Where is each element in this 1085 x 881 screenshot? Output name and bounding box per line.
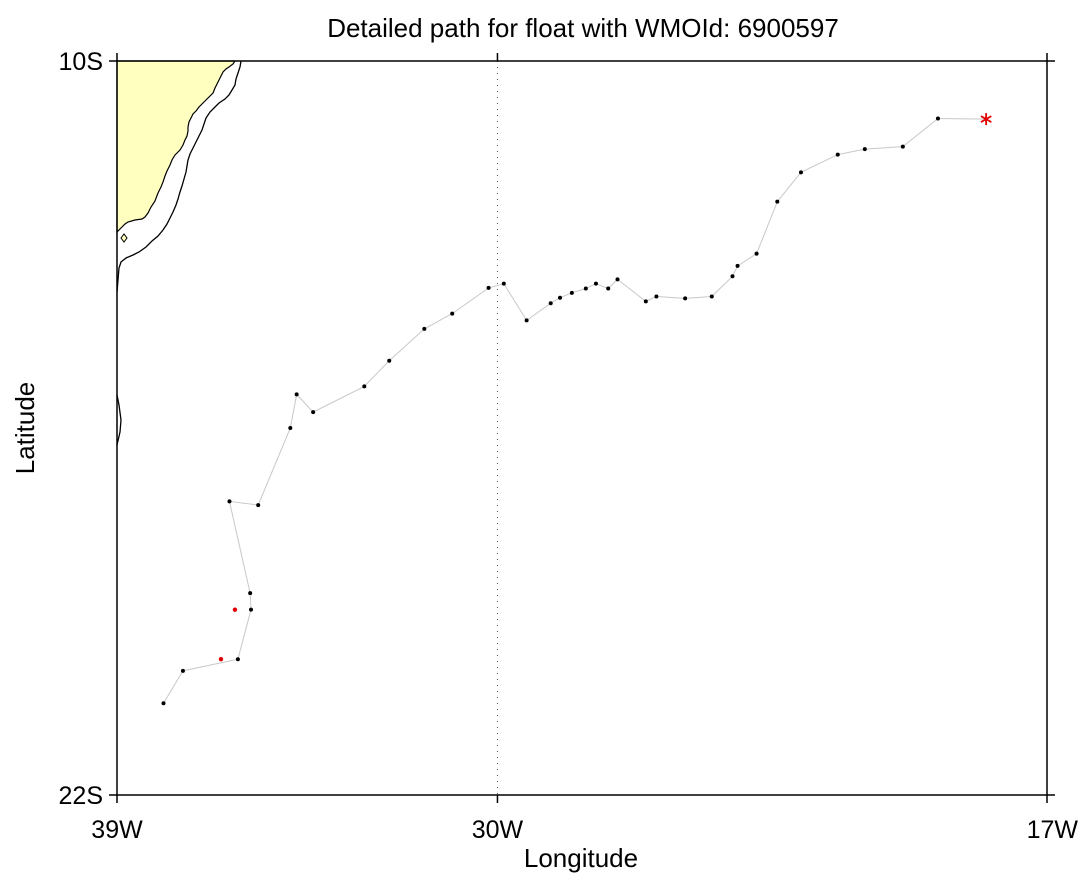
highlighted-point xyxy=(232,607,238,612)
track-point xyxy=(900,144,905,149)
plot-frame xyxy=(116,60,1048,796)
latest-position-asterisk-icon xyxy=(980,113,992,126)
track-point xyxy=(501,281,506,286)
track-point xyxy=(362,384,367,389)
track-point xyxy=(311,410,316,415)
track-point xyxy=(180,668,185,673)
x-axis-title: Longitude xyxy=(524,843,638,873)
highlighted-point xyxy=(218,657,224,662)
x-axis-ticks: 39W 30W 17W xyxy=(91,53,1078,844)
track-point xyxy=(249,607,254,612)
track-point xyxy=(569,290,574,295)
float-track-points xyxy=(161,116,940,706)
y-axis-ticks: 10S 22S xyxy=(59,48,1055,810)
track-point xyxy=(256,503,261,508)
track-point xyxy=(548,301,553,306)
track-point xyxy=(606,286,611,291)
y-axis-title: Latitude xyxy=(10,382,40,475)
land-islet xyxy=(120,233,128,243)
x-tick-label: 17W xyxy=(1027,816,1079,844)
track-point xyxy=(450,311,455,316)
coastline-bulge xyxy=(116,394,122,446)
track-point xyxy=(161,701,166,706)
land-mass xyxy=(116,60,237,234)
coast-contour xyxy=(116,60,242,293)
asterisk-stroke xyxy=(980,115,992,123)
track-point xyxy=(524,318,529,323)
track-point xyxy=(288,426,293,430)
track-point xyxy=(227,499,232,504)
map-title: Detailed path for float with WMOId: 6900… xyxy=(327,13,839,43)
track-point xyxy=(248,591,253,596)
track-point xyxy=(558,295,563,300)
track-point xyxy=(422,326,427,331)
track-point xyxy=(615,277,620,282)
track-point xyxy=(387,358,392,363)
track-point xyxy=(798,170,803,175)
track-point xyxy=(593,281,598,286)
track-point xyxy=(643,299,648,304)
track-point xyxy=(683,296,688,301)
track-point xyxy=(583,286,588,291)
track-point xyxy=(735,263,740,268)
track-point xyxy=(775,199,780,204)
highlighted-points xyxy=(218,607,238,662)
y-tick-label: 10S xyxy=(59,48,103,76)
track-point xyxy=(654,294,659,299)
float-track-line xyxy=(163,117,987,704)
track-point xyxy=(486,285,491,290)
track-point xyxy=(709,294,714,299)
track-point xyxy=(862,147,867,152)
track-point xyxy=(294,392,299,397)
x-tick-label: 30W xyxy=(472,816,524,844)
track-point xyxy=(835,152,840,157)
y-tick-label: 22S xyxy=(59,782,103,810)
track-point xyxy=(754,251,759,256)
track-point xyxy=(935,116,940,121)
plot-area xyxy=(116,60,1048,796)
track-point xyxy=(730,274,735,279)
track-point xyxy=(235,657,240,662)
x-tick-label: 39W xyxy=(91,816,143,844)
